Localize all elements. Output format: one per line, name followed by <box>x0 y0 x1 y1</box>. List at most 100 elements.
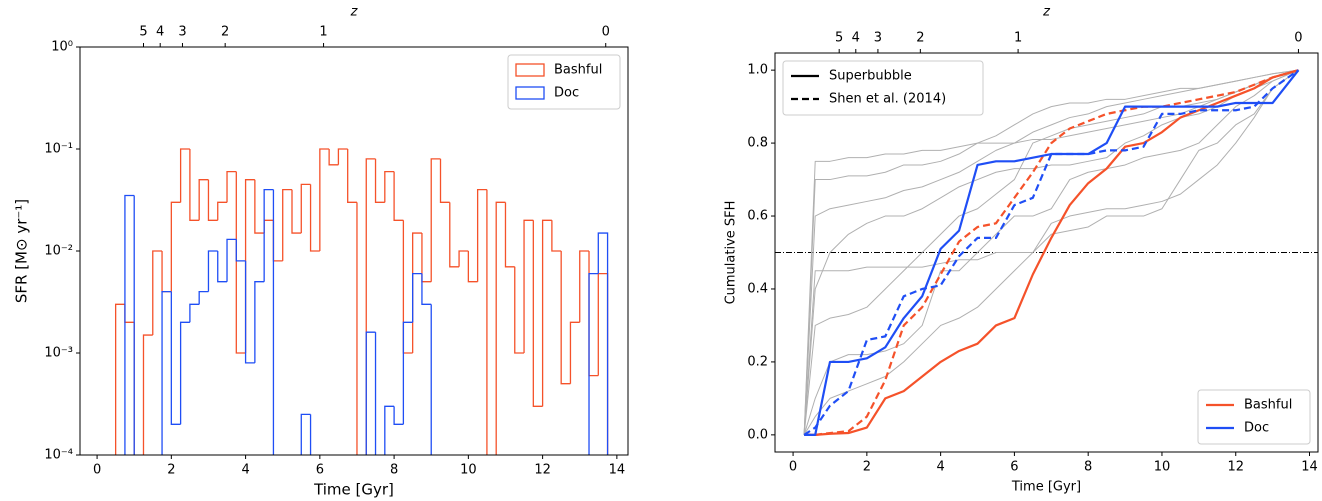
x-tick-label: 0 <box>93 463 101 478</box>
histogram-step <box>226 170 237 203</box>
y-tick-label: 0.4 <box>747 281 768 296</box>
histogram-step <box>254 281 265 363</box>
simulation-line <box>803 69 1299 435</box>
legend-label: Doc <box>554 86 579 101</box>
histogram-step <box>189 303 200 323</box>
histogram-step <box>421 233 432 283</box>
y-tick-label: 10⁻¹ <box>44 142 73 157</box>
x-tick-label: 12 <box>1227 460 1244 475</box>
histogram-step <box>189 149 200 221</box>
histogram-step <box>319 148 330 251</box>
top-tick-label: 1 <box>319 25 327 40</box>
histogram-step <box>235 171 246 354</box>
histogram-step <box>328 149 339 166</box>
histogram-step <box>161 251 172 293</box>
simulation-line <box>803 69 1299 435</box>
legend-label: Doc <box>1244 421 1269 436</box>
histogram-step <box>207 179 218 221</box>
top-axis-label: z <box>1042 5 1051 20</box>
histogram-step <box>142 334 153 455</box>
histogram-step <box>393 406 404 425</box>
x-axis-label: Time [Gyr] <box>1011 480 1081 495</box>
y-tick-label: 0.0 <box>747 427 768 442</box>
y-tick-label: 10⁻² <box>44 244 73 259</box>
x-tick-label: 14 <box>1301 460 1318 475</box>
x-tick-label: 10 <box>1154 460 1171 475</box>
histogram-step <box>365 158 376 455</box>
histogram-step <box>226 238 237 282</box>
histogram-step <box>309 184 320 252</box>
y-axis-label: SFR [M⊙ yr⁻¹] <box>13 199 31 303</box>
histogram-step <box>365 331 376 455</box>
simulation-line <box>803 69 1299 436</box>
histogram-step <box>384 405 395 455</box>
histogram-step <box>588 251 599 377</box>
histogram-step <box>124 304 135 323</box>
histogram-step <box>356 202 358 455</box>
x-tick-label: 6 <box>1010 460 1018 475</box>
series-line <box>803 69 1300 436</box>
histogram-step <box>486 189 488 455</box>
x-tick-label: 8 <box>390 463 398 478</box>
histogram-step <box>217 201 228 221</box>
histogram-step <box>235 239 246 262</box>
x-tick-label: 4 <box>936 460 944 475</box>
histogram-step <box>412 272 422 323</box>
top-tick-label: 3 <box>178 25 186 40</box>
legend-frame <box>507 54 621 110</box>
y-tick-label: 0.8 <box>747 136 768 151</box>
histogram-step <box>152 250 163 336</box>
histogram-step <box>588 272 599 455</box>
top-tick-label: 1 <box>1014 31 1022 46</box>
series-line <box>804 69 1299 436</box>
histogram-step <box>412 232 422 353</box>
legend-label: Shen et al. (2014) <box>829 92 946 107</box>
simulation-line <box>803 69 1299 435</box>
y-tick-label: 10⁻⁴ <box>44 448 73 463</box>
x-axis-label: Time [Gyr] <box>313 481 394 499</box>
y-tick-label: 1.0 <box>747 63 768 78</box>
histogram-step <box>597 272 609 455</box>
histogram-step <box>495 201 506 455</box>
legend-label: Bashful <box>554 63 602 78</box>
histogram-step <box>263 188 274 282</box>
histogram-step <box>347 149 357 203</box>
histogram-step <box>430 158 441 282</box>
y-tick-label: 10⁰ <box>51 40 73 55</box>
histogram-step <box>272 220 283 262</box>
histogram-step <box>597 232 609 455</box>
histogram-step <box>244 179 255 353</box>
histogram-step <box>514 266 525 354</box>
histogram-step <box>421 273 432 305</box>
histogram-step <box>467 251 478 283</box>
x-tick-label: 10 <box>460 463 477 478</box>
histogram-step <box>291 189 302 234</box>
plot-area <box>114 148 609 455</box>
top-tick-label: 4 <box>852 31 860 46</box>
histogram-step <box>430 304 432 455</box>
histogram-step <box>439 158 450 203</box>
histogram-step <box>449 202 460 268</box>
x-tick-label: 14 <box>609 463 626 478</box>
legend-swatch <box>515 63 545 77</box>
histogram-step <box>402 220 413 354</box>
histogram-step <box>337 148 348 165</box>
histogram-step <box>393 171 404 221</box>
histogram-step <box>170 291 181 425</box>
y-tick-label: 0.2 <box>747 354 768 369</box>
legend-label: Bashful <box>1244 398 1292 413</box>
histogram-step <box>282 188 292 261</box>
x-tick-label: 0 <box>789 460 797 475</box>
histogram-step <box>309 414 312 455</box>
plot-area <box>775 69 1318 436</box>
legend-frame <box>1197 389 1311 445</box>
histogram-step <box>523 219 534 353</box>
x-tick-label: 8 <box>1084 460 1092 475</box>
axes-frame <box>774 52 1319 453</box>
histogram-step <box>560 251 571 385</box>
histogram-step <box>458 250 469 267</box>
top-tick-label: 0 <box>1294 31 1302 46</box>
histogram-step <box>179 321 190 425</box>
histogram-step <box>161 290 172 455</box>
histogram-step <box>198 290 209 305</box>
